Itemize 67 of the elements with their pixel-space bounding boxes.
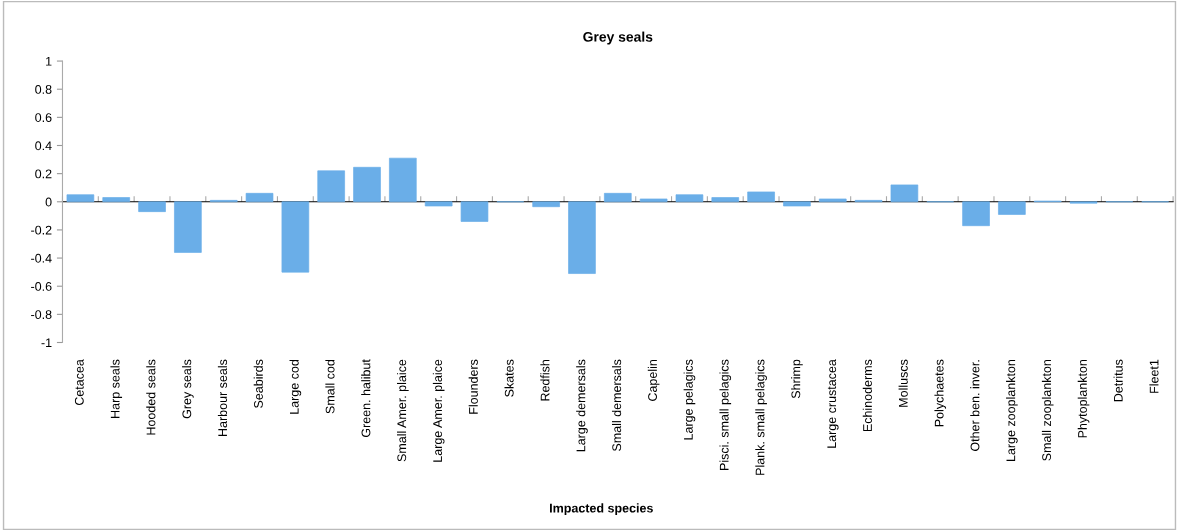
x-tick-label: Capelin xyxy=(647,359,660,401)
y-tick-label: -0.4 xyxy=(31,253,52,263)
x-tick-label: Hooded seals xyxy=(146,359,156,435)
x-tick-label: Seabirds xyxy=(253,359,263,408)
y-tick-label: 0.4 xyxy=(35,141,52,151)
x-tick-label: Small Amer. plaice xyxy=(397,359,409,462)
x-tick-label: Small demersals xyxy=(611,359,622,451)
x-tick-label: Other ben. inver. xyxy=(970,360,980,451)
x-tick-label: Pisci. small pelagics xyxy=(719,359,732,470)
chart-title: Grey seals xyxy=(583,31,653,45)
x-tick-label: Molluscs xyxy=(898,359,908,407)
y-tick-label: 1 xyxy=(46,56,52,66)
x-tick-label: Small zooplankton xyxy=(1041,359,1054,461)
y-tick-label: 0.8 xyxy=(35,85,52,94)
x-tick-label: Echinoderms xyxy=(862,359,872,432)
bar xyxy=(568,201,596,274)
bar xyxy=(818,198,847,203)
y-tick-label: 0 xyxy=(45,197,52,207)
bar xyxy=(783,201,811,207)
bar xyxy=(747,191,775,203)
x-tick-label: Harp seals xyxy=(110,359,123,418)
bar xyxy=(353,166,381,203)
x-tick-label: Shrimp xyxy=(791,359,803,399)
bar xyxy=(962,201,990,227)
bar xyxy=(389,157,417,203)
bar xyxy=(532,201,560,208)
bar xyxy=(604,192,632,203)
x-tick-label: Small cod xyxy=(325,359,335,414)
bar xyxy=(711,197,740,203)
x-tick-label: Large zooplankton xyxy=(1006,359,1018,461)
bar xyxy=(639,198,668,203)
x-tick-label: Redfish xyxy=(540,359,550,401)
x-tick-label: Skates xyxy=(504,359,514,397)
y-tick-label: 0.2 xyxy=(35,169,52,179)
bar xyxy=(890,184,919,203)
x-tick-label: Flounders xyxy=(468,359,478,414)
x-tick-label: Cetacea xyxy=(74,359,84,406)
x-tick-label: Phytoplankton xyxy=(1077,359,1090,438)
bar xyxy=(138,201,166,212)
x-tick-label: Large pelagics xyxy=(683,359,696,440)
x-axis-title: Impacted species xyxy=(550,503,653,516)
bar xyxy=(424,201,453,207)
y-tick-label: 0.6 xyxy=(35,113,52,122)
x-tick-label: Large cod xyxy=(289,359,302,414)
y-tick-label: -0.2 xyxy=(31,225,52,235)
y-tick-label: -1 xyxy=(41,338,52,348)
bar xyxy=(460,201,489,222)
bar xyxy=(245,192,274,203)
x-tick-label: Harbour seals xyxy=(217,359,228,436)
bar xyxy=(174,201,202,253)
bar xyxy=(66,194,95,203)
y-tick-label: -0.8 xyxy=(31,310,52,319)
bar xyxy=(317,170,345,203)
x-tick-label: Grey seals xyxy=(182,359,194,419)
bar xyxy=(281,201,310,273)
x-tick-label: Large demersals xyxy=(576,359,588,452)
x-tick-label: Polychaetes xyxy=(934,359,947,427)
x-tick-label: Large Amer. plaice xyxy=(432,359,445,462)
bar xyxy=(102,197,131,203)
x-tick-label: Detritus xyxy=(1113,359,1123,402)
bar xyxy=(998,201,1026,215)
y-tick-label: -0.6 xyxy=(31,282,52,291)
x-tick-label: Large crustacea xyxy=(827,359,839,448)
x-tick-label: Green. halibut xyxy=(361,359,371,438)
bar xyxy=(675,194,704,203)
x-tick-label: Fleet1 xyxy=(1149,359,1159,393)
x-tick-label: Plank. small pelagics xyxy=(755,359,767,475)
